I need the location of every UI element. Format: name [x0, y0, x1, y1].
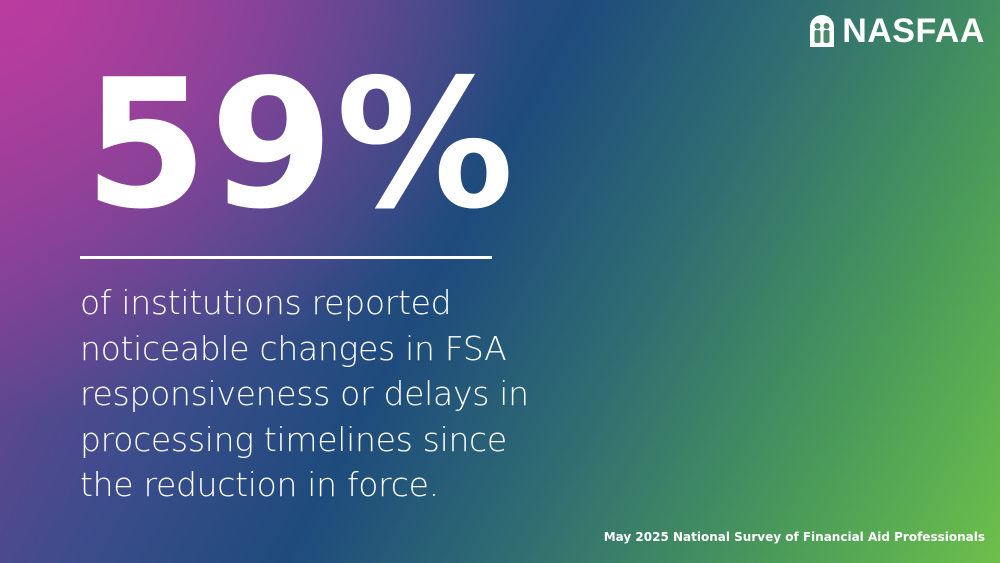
description-line: of institutions reported [80, 283, 452, 322]
logo-icon [810, 15, 835, 47]
logo-text: NASFAA [842, 12, 985, 50]
description-line: processing timelines since [80, 419, 507, 459]
footer-source: May 2025 National Survey of Financial Ai… [603, 530, 985, 544]
description-line: responsiveness or delays in [80, 374, 529, 413]
description-line: noticeable changes in FSA [80, 328, 507, 368]
headline-stat: 59% [84, 41, 517, 248]
description: of institutions reported noticeable chang… [80, 280, 529, 508]
logo: NASFAA [808, 14, 985, 48]
description-line: the reduction in force. [80, 465, 439, 504]
divider [80, 256, 492, 259]
